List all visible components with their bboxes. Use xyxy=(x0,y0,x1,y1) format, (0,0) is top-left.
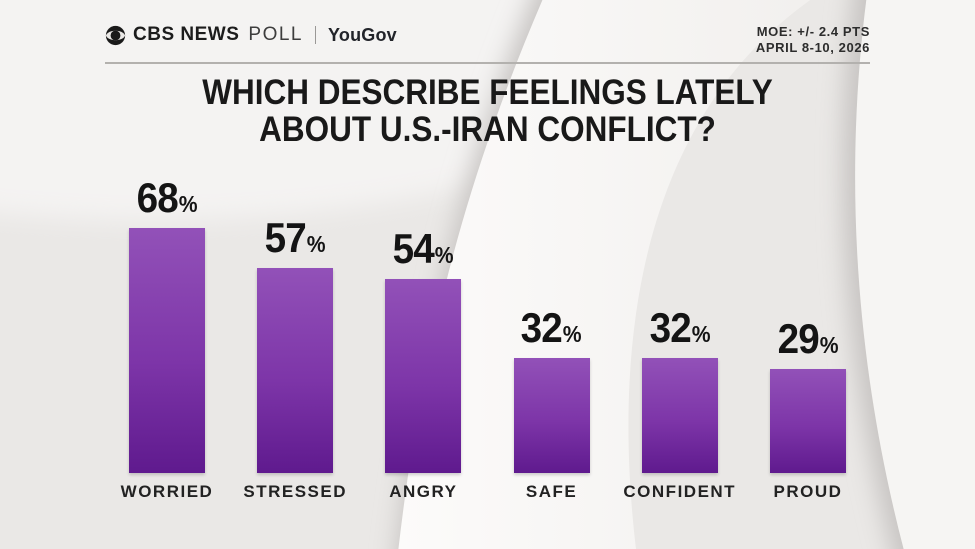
value-number: 57 xyxy=(264,213,307,261)
value-number: 29 xyxy=(777,314,819,362)
chart-title-line2: ABOUT U.S.-IRAN CONFLICT? xyxy=(259,110,716,149)
moe-text: MOE: +/- 2.4 PTS xyxy=(756,24,870,39)
bar-confident xyxy=(641,357,718,473)
header-rule xyxy=(105,62,870,64)
cbs-news-wordmark: CBS NEWS xyxy=(133,24,240,45)
poll-meta: MOE: +/- 2.4 PTS APRIL 8-10, 2026 xyxy=(756,24,870,56)
category-label: WORRIED xyxy=(120,482,214,501)
percent-sign: % xyxy=(434,241,454,268)
bar-group-confident: 32% CONFIDENT xyxy=(619,304,741,502)
brand-divider xyxy=(315,26,316,44)
value-number: 68 xyxy=(136,174,179,222)
bar-worried xyxy=(129,228,205,473)
category-label: ANGRY xyxy=(389,482,458,501)
bar-stressed xyxy=(257,267,334,473)
value-label: 57% xyxy=(265,214,326,262)
category-label: PROUD xyxy=(773,482,843,501)
value-label: 29% xyxy=(777,315,838,363)
percent-sign: % xyxy=(691,320,711,347)
bar-group-angry: 54% ANGRY xyxy=(362,225,484,502)
bar-group-safe: 32% SAFE xyxy=(491,304,613,502)
poll-wordmark: POLL xyxy=(248,24,303,45)
cbs-eye-icon xyxy=(105,25,126,45)
value-label: 54% xyxy=(393,225,454,273)
brand-lockup: CBS NEWS POLL YouGov xyxy=(105,24,397,46)
bar-group-worried: 68% WORRIED xyxy=(106,174,228,502)
bar-proud xyxy=(769,368,846,473)
value-number: 32 xyxy=(649,303,691,351)
date-text: APRIL 8-10, 2026 xyxy=(755,40,870,55)
value-label: 32% xyxy=(521,304,582,352)
chart-title: WHICH DESCRIBE FEELINGS LATELY ABOUT U.S… xyxy=(49,74,927,148)
header: CBS NEWS POLL YouGov MOE: +/- 2.4 PTS AP… xyxy=(105,24,870,56)
category-label: STRESSED xyxy=(243,482,347,501)
percent-sign: % xyxy=(178,191,198,218)
bar-group-stressed: 57% STRESSED xyxy=(234,214,356,502)
category-label: SAFE xyxy=(525,482,578,501)
value-label: 32% xyxy=(649,304,710,352)
value-label: 68% xyxy=(137,174,198,222)
category-label: CONFIDENT xyxy=(623,482,737,501)
percent-sign: % xyxy=(819,331,839,358)
value-number: 32 xyxy=(521,303,563,351)
yougov-wordmark: YouGov xyxy=(328,24,397,45)
bar-group-proud: 29% PROUD xyxy=(747,315,869,502)
bar-safe xyxy=(513,357,590,473)
value-number: 54 xyxy=(392,224,435,272)
percent-sign: % xyxy=(306,230,326,257)
percent-sign: % xyxy=(563,320,582,347)
bar-chart: 68% WORRIED 57% STRESSED 54% ANGRY 32% SAFE 32% C… xyxy=(106,174,869,502)
chart-title-line1: WHICH DESCRIBE FEELINGS LATELY xyxy=(202,73,773,112)
bar-angry xyxy=(385,278,462,473)
